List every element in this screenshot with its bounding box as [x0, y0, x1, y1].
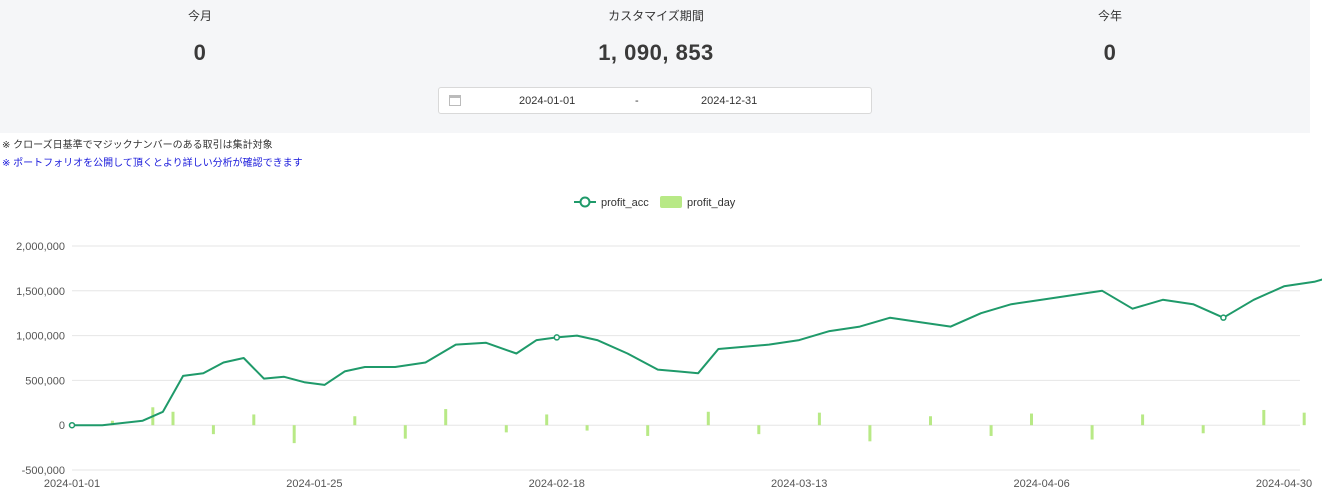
- profit-day-bar: [545, 414, 549, 426]
- x-tick-label: 2024-01-25: [286, 478, 342, 490]
- profit-day-bar: [817, 412, 821, 426]
- legend-bar-swatch: [660, 196, 682, 208]
- profit-day-bar: [929, 416, 932, 426]
- x-tick-label: 2024-02-18: [529, 478, 585, 490]
- profit-day-bar: [444, 409, 448, 426]
- y-tick-label: 2,000,000: [16, 241, 65, 253]
- x-tick-label: 2024-04-30: [1256, 478, 1312, 490]
- profit-acc-point: [553, 334, 561, 341]
- date-separator: -: [635, 95, 639, 107]
- profit-day-bar: [757, 425, 761, 435]
- profit-day-bar: [403, 425, 407, 439]
- stat-month-value: 0: [193, 40, 207, 65]
- note-portfolio: ※ ポートフォリオを公開して頂くとより詳しい分析が確認できます: [2, 158, 303, 169]
- legend-label-profit-acc: profit_acc: [601, 197, 649, 209]
- profit-day-bar: [868, 425, 872, 442]
- profit-day-bar: [585, 425, 589, 431]
- profit-acc-point: [1220, 314, 1227, 321]
- profit-day-bar: [353, 416, 357, 426]
- profit-day-bar: [504, 425, 508, 433]
- date-range-picker[interactable]: 2024-01-01 - 2024-12-31: [438, 87, 872, 114]
- profit-day-bar: [1090, 425, 1094, 440]
- calendar-icon[interactable]: [449, 95, 461, 106]
- profit-acc-line: [72, 278, 1322, 427]
- profit-day-bar: [1201, 425, 1205, 434]
- stat-year-value: 0: [1103, 40, 1117, 65]
- date-end-input[interactable]: 2024-12-31: [701, 95, 758, 107]
- note-aggregation: ※ クローズ日基準でマジックナンバーのある取引は集計対象: [2, 140, 273, 151]
- y-tick-label: 500,000: [25, 375, 65, 387]
- x-tick-label: 2024-03-13: [771, 478, 827, 490]
- y-tick-label: -500,000: [22, 465, 65, 477]
- profit-day-bar: [1030, 413, 1033, 426]
- x-tick-label: 2024-01-01: [44, 478, 100, 490]
- stat-custom-label: カスタマイズ期間: [608, 9, 704, 23]
- legend-label-profit-day: profit_day: [687, 197, 736, 209]
- profit-day-bar: [110, 420, 114, 426]
- profit-day-bar: [1141, 414, 1145, 426]
- profit-day-bar: [171, 411, 175, 426]
- profit-day-bar: [252, 414, 256, 426]
- stat-year-label: 今年: [1097, 9, 1123, 23]
- stat-custom-value: 1, 090, 853: [598, 40, 714, 65]
- profit-day-bar: [706, 411, 710, 426]
- legend-line-marker: [579, 196, 591, 208]
- stat-month-label: 今月: [187, 9, 213, 23]
- y-tick-label: 0: [59, 420, 65, 432]
- profit-day-bar: [1302, 412, 1306, 426]
- profit-day-bar: [211, 425, 215, 435]
- summary-panel: 今月 0 カスタマイズ期間 1, 090, 853 今年 0 2024-01-0…: [0, 0, 1310, 133]
- date-start-input[interactable]: 2024-01-01: [519, 95, 576, 107]
- x-tick-label: 2024-04-06: [1013, 478, 1069, 490]
- chart-legend: profit_acc profit_day: [574, 196, 736, 209]
- y-tick-label: 1,500,000: [16, 286, 65, 298]
- profit-day-bar: [1262, 409, 1266, 426]
- profit-day-bar: [989, 425, 993, 436]
- profit-day-bar: [646, 425, 650, 436]
- profit-acc-point: [68, 421, 76, 429]
- y-tick-label: 1,000,000: [16, 331, 65, 343]
- profit-day-bar: [292, 425, 296, 444]
